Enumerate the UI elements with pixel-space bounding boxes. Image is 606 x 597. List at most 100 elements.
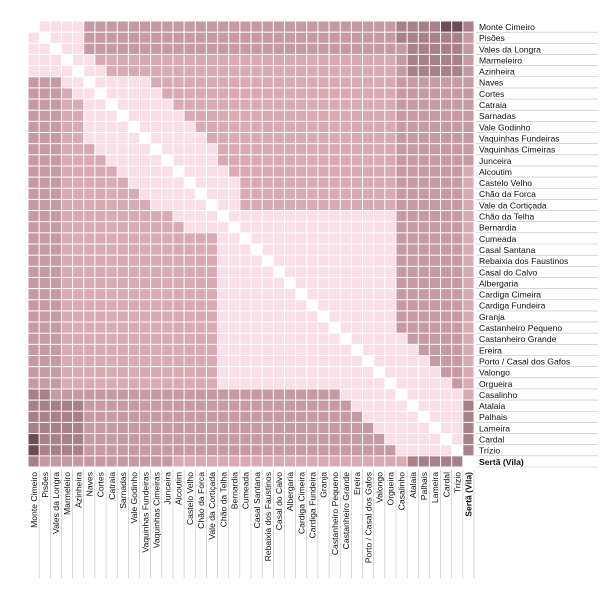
heatmap-cell xyxy=(363,400,374,411)
heatmap-cell xyxy=(39,400,50,411)
heatmap-cell xyxy=(251,344,262,355)
heatmap-cell xyxy=(117,222,128,233)
heatmap-cell xyxy=(296,233,307,244)
heatmap-cell xyxy=(28,88,39,99)
heatmap-cell xyxy=(95,289,106,300)
heatmap-cell xyxy=(284,434,296,445)
heatmap-cell xyxy=(262,155,273,166)
heatmap-cell xyxy=(140,322,151,333)
heatmap-cell xyxy=(173,322,184,333)
heatmap-cell xyxy=(50,322,61,333)
heatmap-cell xyxy=(50,300,61,311)
heatmap-cell xyxy=(407,199,418,211)
heatmap-cell xyxy=(273,422,284,434)
heatmap-cell xyxy=(351,121,362,132)
heatmap-cell xyxy=(262,222,273,233)
heatmap-cell xyxy=(128,199,139,211)
heatmap-cell xyxy=(441,177,452,188)
heatmap-cell xyxy=(117,367,128,378)
heatmap-cell xyxy=(396,277,407,289)
heatmap-cell xyxy=(39,344,50,355)
heatmap-cell xyxy=(229,434,240,445)
heatmap-cell xyxy=(229,144,240,155)
heatmap-cell xyxy=(195,322,206,333)
column-label-cardiga-fundeira: Cardiga Fundeira xyxy=(308,472,318,539)
heatmap-cell xyxy=(162,389,173,400)
heatmap-cell xyxy=(61,422,73,434)
heatmap-cell xyxy=(140,188,151,199)
heatmap-cell xyxy=(184,367,195,378)
heatmap-cell xyxy=(50,110,61,121)
heatmap-cell xyxy=(463,144,474,155)
heatmap-cell xyxy=(173,188,184,199)
heatmap-cell xyxy=(273,233,284,244)
heatmap-cell xyxy=(95,389,106,400)
column-label-castanheiro-grande: Castanheiro Grande xyxy=(341,472,351,550)
heatmap-cell xyxy=(329,121,340,132)
heatmap-cell xyxy=(184,266,195,277)
heatmap-cell xyxy=(363,289,374,300)
heatmap-cell xyxy=(229,356,240,367)
heatmap-cell xyxy=(463,77,474,88)
heatmap-cell xyxy=(206,422,218,434)
heatmap-cell xyxy=(206,434,218,445)
heatmap-cell xyxy=(184,166,195,177)
heatmap-cell xyxy=(396,333,407,344)
heatmap-cell xyxy=(195,400,206,411)
heatmap-cell xyxy=(329,54,340,66)
heatmap-cell xyxy=(418,333,429,344)
heatmap-cell xyxy=(251,155,262,166)
heatmap-cell xyxy=(117,300,128,311)
heatmap-cell xyxy=(441,166,452,177)
heatmap-cell xyxy=(95,356,106,367)
heatmap-cell xyxy=(73,289,84,300)
heatmap-cell xyxy=(28,211,39,222)
heatmap-cell xyxy=(206,32,218,43)
heatmap-cell xyxy=(117,43,128,54)
heatmap-cell xyxy=(229,222,240,233)
heatmap-cell xyxy=(240,244,251,255)
heatmap-cell xyxy=(218,422,229,434)
column-label-casal-do-calvo: Casal do Calvo xyxy=(274,472,284,530)
row-label-junceira: Junceira xyxy=(479,156,512,166)
column-label-naves: Naves xyxy=(85,472,95,496)
heatmap-cell xyxy=(407,166,418,177)
heatmap-cell xyxy=(251,222,262,233)
heatmap-cell xyxy=(385,244,396,255)
heatmap-cell xyxy=(240,21,251,32)
heatmap-cell xyxy=(106,144,117,155)
heatmap-cell xyxy=(73,32,84,43)
heatmap-cell xyxy=(117,255,128,266)
heatmap-cell xyxy=(61,311,73,322)
heatmap-cell xyxy=(262,32,273,43)
heatmap-cell xyxy=(140,99,151,110)
heatmap-cell xyxy=(385,367,396,378)
heatmap-cell xyxy=(307,300,318,311)
heatmap-cell xyxy=(251,277,262,289)
heatmap-cell xyxy=(441,400,452,411)
heatmap-cell xyxy=(296,266,307,277)
heatmap-cell xyxy=(251,233,262,244)
heatmap-cell xyxy=(340,255,351,266)
heatmap-cell xyxy=(452,422,463,434)
heatmap-cell xyxy=(95,54,106,66)
heatmap-cell xyxy=(95,177,106,188)
heatmap-cell xyxy=(452,54,463,66)
heatmap-cell xyxy=(262,54,273,66)
heatmap-cell xyxy=(39,21,50,32)
heatmap-cell xyxy=(273,456,284,467)
heatmap-cell xyxy=(206,54,218,66)
heatmap-cell xyxy=(206,211,218,222)
heatmap-cell xyxy=(50,411,61,422)
row-label-castanheiro-pequeno: Castanheiro Pequeno xyxy=(479,323,562,333)
column-label-granja: Granja xyxy=(319,472,329,498)
heatmap-cell xyxy=(351,389,362,400)
heatmap-cell xyxy=(363,356,374,367)
heatmap-cell xyxy=(407,434,418,445)
heatmap-cell xyxy=(218,367,229,378)
heatmap-cell xyxy=(95,222,106,233)
heatmap-cell xyxy=(128,300,139,311)
heatmap-cell xyxy=(463,456,474,467)
heatmap-cell xyxy=(39,244,50,255)
heatmap-cell xyxy=(351,222,362,233)
